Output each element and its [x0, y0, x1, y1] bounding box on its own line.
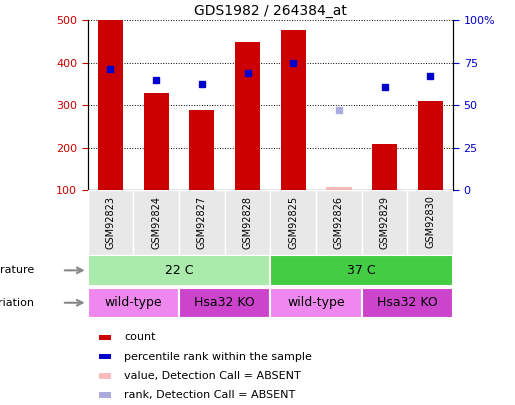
- Bar: [407, 190, 453, 255]
- Text: wild-type: wild-type: [105, 296, 162, 309]
- Bar: [98, 373, 111, 379]
- Text: GSM92826: GSM92826: [334, 196, 344, 249]
- Text: GSM92824: GSM92824: [151, 196, 161, 249]
- Bar: [98, 335, 111, 340]
- Text: genotype/variation: genotype/variation: [0, 298, 35, 308]
- Bar: [98, 20, 123, 190]
- Bar: [88, 288, 179, 318]
- Bar: [88, 190, 133, 255]
- Bar: [235, 42, 260, 190]
- Text: GSM92825: GSM92825: [288, 196, 298, 249]
- Text: 22 C: 22 C: [165, 264, 193, 277]
- Bar: [144, 93, 169, 190]
- Text: GSM92828: GSM92828: [243, 196, 252, 249]
- Text: wild-type: wild-type: [287, 296, 345, 309]
- Text: count: count: [124, 333, 156, 343]
- Text: GSM92829: GSM92829: [380, 196, 390, 249]
- Bar: [316, 190, 362, 255]
- Text: 37 C: 37 C: [348, 264, 376, 277]
- Text: Hsa32 KO: Hsa32 KO: [194, 296, 255, 309]
- Text: rank, Detection Call = ABSENT: rank, Detection Call = ABSENT: [124, 390, 296, 400]
- Bar: [179, 190, 225, 255]
- Bar: [372, 144, 397, 190]
- Bar: [225, 190, 270, 255]
- Text: GSM92823: GSM92823: [106, 196, 115, 249]
- Text: value, Detection Call = ABSENT: value, Detection Call = ABSENT: [124, 371, 301, 381]
- Bar: [270, 288, 362, 318]
- Bar: [189, 111, 214, 190]
- Bar: [179, 288, 270, 318]
- Bar: [270, 190, 316, 255]
- Bar: [98, 354, 111, 359]
- Bar: [281, 30, 306, 190]
- Bar: [362, 190, 407, 255]
- Bar: [88, 255, 270, 286]
- Bar: [418, 101, 443, 190]
- Text: GSM92830: GSM92830: [425, 196, 435, 248]
- Text: percentile rank within the sample: percentile rank within the sample: [124, 352, 312, 362]
- Text: temperature: temperature: [0, 265, 35, 275]
- Bar: [327, 187, 352, 190]
- Title: GDS1982 / 264384_at: GDS1982 / 264384_at: [194, 4, 347, 18]
- Text: Hsa32 KO: Hsa32 KO: [377, 296, 438, 309]
- Text: GSM92827: GSM92827: [197, 196, 207, 249]
- Bar: [98, 392, 111, 398]
- Bar: [362, 288, 453, 318]
- Bar: [270, 255, 453, 286]
- Bar: [133, 190, 179, 255]
